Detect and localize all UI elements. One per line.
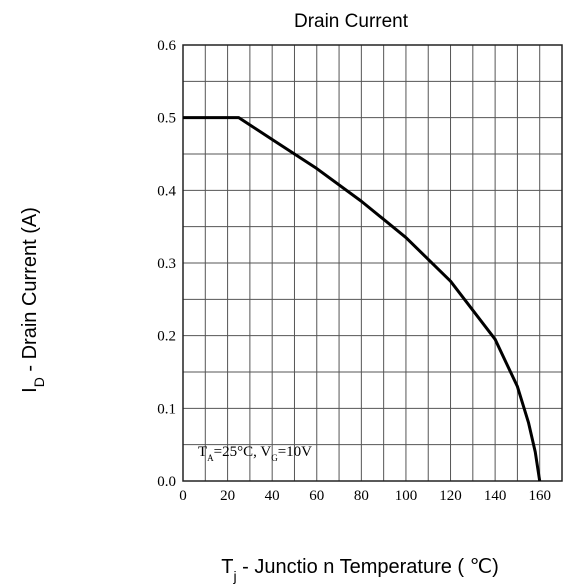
- y-tick-label: 0.3: [157, 256, 176, 272]
- label-part: - Junctio n Temperature ( ℃): [237, 556, 499, 578]
- annotation: TA=25°C, VG=10V: [198, 444, 312, 463]
- plot-frame: [182, 44, 563, 482]
- x-tick-label: 0: [179, 488, 187, 504]
- x-tick-label: 40: [265, 488, 280, 504]
- y-tick-label: 0.6: [157, 38, 176, 54]
- label-part: I: [19, 387, 41, 393]
- y-axis-label: ID - Drain Current (A): [19, 207, 47, 393]
- x-tick-label: 80: [354, 488, 369, 504]
- x-tick-label: 160: [528, 488, 551, 504]
- y-tick-label: 0.4: [157, 183, 176, 199]
- label-part: A: [207, 453, 214, 463]
- x-tick-label: 100: [395, 488, 418, 504]
- label-part: G: [271, 453, 278, 463]
- label-part: =25°C, V: [214, 444, 272, 460]
- y-tick-label: 0.2: [157, 329, 176, 345]
- y-tick-label: 0.0: [157, 474, 176, 490]
- label-part: T: [198, 444, 207, 460]
- x-tick-label: 120: [439, 488, 462, 504]
- x-tick-label: 20: [220, 488, 235, 504]
- x-tick-label: 60: [309, 488, 324, 504]
- label-part: T: [221, 556, 233, 578]
- y-tick-label: 0.5: [157, 111, 176, 127]
- x-tick-label: 140: [484, 488, 507, 504]
- label-part: - Drain Current (A): [19, 207, 41, 377]
- y-tick-label: 0.1: [157, 401, 176, 417]
- chart-title: Drain Current: [294, 11, 409, 32]
- line: [183, 116, 542, 482]
- label-part: =10V: [278, 444, 312, 460]
- label-part: j: [232, 568, 236, 584]
- x-axis-label: Tj - Junctio n Temperature ( ℃): [221, 556, 499, 584]
- label-part: D: [31, 377, 47, 387]
